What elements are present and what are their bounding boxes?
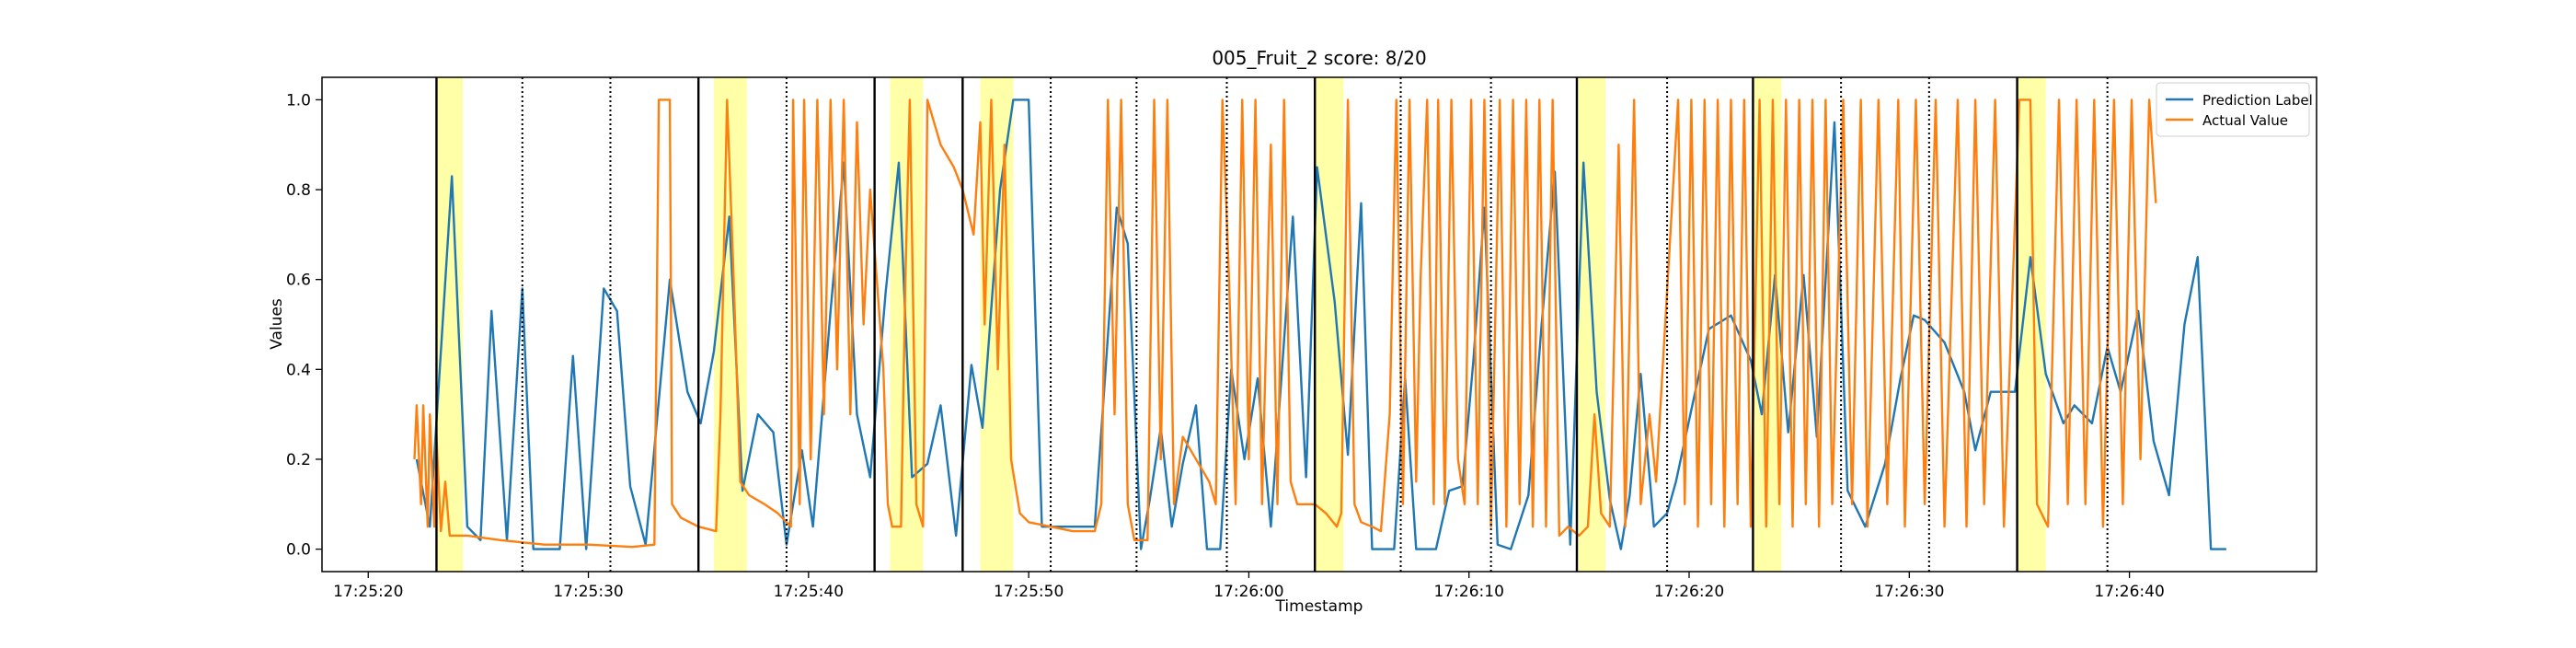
x-tick-label: 17:25:40 xyxy=(774,583,844,601)
y-tick-label: 1.0 xyxy=(286,91,311,110)
x-axis-label: Timestamp xyxy=(1275,597,1363,616)
x-tick-label: 17:25:50 xyxy=(994,583,1064,601)
axes: 17:25:20 17:25:30 17:25:40 17:25:50 17:26:00… xyxy=(286,91,2165,601)
event-lines xyxy=(435,77,2109,572)
x-tick-label: 17:25:30 xyxy=(553,583,623,601)
series-line xyxy=(413,98,2157,549)
y-axis-label: Values xyxy=(268,298,286,350)
data-lines xyxy=(413,98,2226,550)
legend-label: Prediction Label xyxy=(2202,92,2313,109)
x-tick-label: 17:26:40 xyxy=(2094,583,2164,601)
x-tick-label: 17:26:20 xyxy=(1654,583,1724,601)
y-tick-label: 0.2 xyxy=(286,451,311,469)
x-tick-label: 17:26:30 xyxy=(1874,583,1944,601)
y-tick-label: 0.6 xyxy=(286,272,311,290)
chart-title: 005_Fruit_2 score: 8/20 xyxy=(1212,47,1426,69)
plot-frame xyxy=(321,76,2317,573)
legend-label: Actual Value xyxy=(2202,112,2288,129)
y-tick-label: 0.4 xyxy=(286,361,311,379)
y-tick-label: 0.0 xyxy=(286,541,311,560)
legend: Prediction Label Actual Value xyxy=(2156,82,2313,137)
x-tick-label: 17:26:10 xyxy=(1434,583,1504,601)
highlight-span xyxy=(713,77,747,572)
x-tick-label: 17:25:20 xyxy=(333,583,403,601)
highlight-span xyxy=(1576,77,1606,572)
x-tick-label: 17:26:00 xyxy=(1213,583,1283,601)
y-tick-label: 0.8 xyxy=(286,181,311,200)
legend-box xyxy=(2156,82,2310,137)
highlight-span xyxy=(1315,77,1344,572)
